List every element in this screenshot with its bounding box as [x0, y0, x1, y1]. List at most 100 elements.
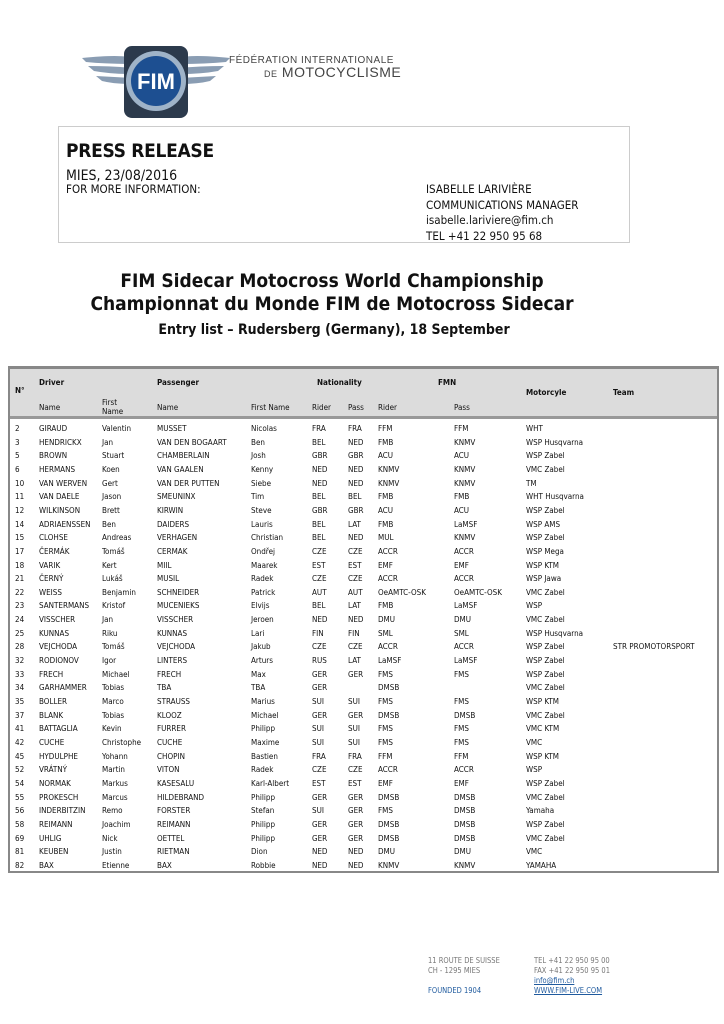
- cell-rider-fmn: ACCR: [378, 642, 398, 652]
- cell-driver-first-name: Igor: [102, 656, 117, 666]
- cell-passenger-nationality: SUI: [348, 697, 360, 706]
- cell-driver-name: REIMANN: [39, 819, 73, 829]
- table-row: 55 PROKESCH Marcus HILDEBRAND Philipp GER GER D…: [10, 791, 717, 805]
- cell-passenger-name: BAX: [157, 860, 172, 870]
- cell-rider-fmn: MUL: [378, 533, 394, 543]
- cell-motorcycle: VMC Zabel: [526, 615, 565, 625]
- cell-driver-name: BLANK: [39, 710, 64, 720]
- col-pass-name: Name: [157, 403, 179, 412]
- cell-passenger-nationality: NED: [348, 464, 364, 474]
- cell-rider-nationality: NED: [312, 464, 328, 474]
- cell-rider-nationality: SUI: [312, 737, 324, 747]
- cell-passenger-first-name: Dion: [251, 847, 268, 857]
- col-nat-pass: Pass: [348, 403, 364, 412]
- cell-passenger-first-name: Josh: [251, 451, 266, 461]
- cell-driver-first-name: Stuart: [102, 451, 125, 461]
- table-row: 42 CUCHE Christophe CUCHE Maxime SUI SUI FMS FMS…: [10, 736, 717, 750]
- cell-motorcycle: WSP Zabel: [526, 819, 565, 829]
- cell-passenger-name: HILDEBRAND: [157, 792, 205, 802]
- cell-driver-first-name: Yohann: [102, 751, 128, 761]
- cell-passenger-name: SMEUNINX: [157, 492, 196, 502]
- cell-passenger-nationality: GER: [348, 819, 364, 829]
- cell-passenger-name: FORSTER: [157, 806, 191, 816]
- cell-driver-first-name: Riku: [102, 628, 118, 638]
- cell-number: 22: [15, 587, 25, 597]
- cell-motorcycle: WSP: [526, 765, 543, 775]
- cell-driver-name: CUCHE: [39, 737, 65, 747]
- cell-motorcycle: WSP AMS: [526, 519, 561, 529]
- contact-email[interactable]: isabelle.lariviere@fim.ch: [426, 213, 554, 227]
- cell-driver-name: NORMAK: [39, 778, 71, 788]
- cell-passenger-nationality: NED: [348, 615, 364, 625]
- cell-driver-first-name: Joachim: [102, 819, 131, 829]
- cell-rider-nationality: BEL: [312, 519, 326, 529]
- cell-number: 14: [15, 519, 25, 529]
- cell-passenger-nationality: GBR: [348, 451, 364, 461]
- cell-motorcycle: VMC: [526, 737, 543, 747]
- cell-passenger-nationality: EST: [348, 778, 362, 788]
- cell-passenger-fmn: ACCR: [454, 574, 474, 584]
- cell-rider-fmn: ACCR: [378, 574, 398, 584]
- cell-passenger-nationality: LAT: [348, 519, 361, 529]
- more-info-label: FOR MORE INFORMATION:: [66, 182, 201, 196]
- cell-passenger-nationality: NED: [348, 860, 364, 870]
- cell-rider-nationality: GER: [312, 669, 328, 679]
- table-row: 14 ADRIAENSSEN Ben DAIDERS Lauris BEL LAT FMB La…: [10, 518, 717, 532]
- title-fr: Championnat du Monde FIM de Motocross Si…: [90, 293, 574, 315]
- cell-rider-nationality: EST: [312, 560, 326, 570]
- cell-passenger-name: VITON: [157, 765, 180, 775]
- cell-passenger-fmn: FMS: [454, 724, 469, 734]
- cell-passenger-first-name: Nicolas: [251, 424, 277, 433]
- cell-passenger-nationality: CZE: [348, 546, 363, 556]
- cell-driver-first-name: Kristof: [102, 601, 126, 611]
- cell-number: 23: [15, 601, 25, 611]
- table-row: 52 VRÁTNÝ Martin VITON Radek CZE CZE ACCR ACCR WS…: [10, 763, 717, 777]
- cell-driver-first-name: Tomáš: [102, 642, 125, 652]
- cell-driver-first-name: Michael: [102, 669, 130, 679]
- cell-rider-nationality: BEL: [312, 492, 326, 502]
- cell-rider-nationality: GBR: [312, 451, 328, 461]
- cell-rider-fmn: ACCR: [378, 546, 398, 556]
- cell-driver-name: WEISS: [39, 587, 62, 597]
- cell-rider-fmn: DMSB: [378, 792, 400, 802]
- cell-passenger-name: FURRER: [157, 724, 186, 734]
- cell-passenger-fmn: OeAMTC-OSK: [454, 587, 502, 597]
- cell-passenger-nationality: GER: [348, 806, 364, 816]
- table-row: 33 FRECH Michael FRECH Max GER GER FMS FMS WSP Za…: [10, 668, 717, 682]
- cell-motorcycle: WSP Zabel: [526, 505, 565, 515]
- cell-passenger-first-name: Siebe: [251, 478, 271, 488]
- cell-motorcycle: VMC Zabel: [526, 464, 565, 474]
- contact-tel: TEL +41 22 950 95 68: [426, 228, 543, 243]
- cell-driver-first-name: Nick: [102, 833, 118, 843]
- cell-passenger-fmn: KNMV: [454, 464, 476, 474]
- cell-passenger-first-name: Karl-Albert: [251, 778, 290, 788]
- cell-driver-name: PROKESCH: [39, 792, 79, 802]
- col-passenger: Passenger: [157, 378, 200, 387]
- cell-passenger-first-name: Maarek: [251, 560, 278, 570]
- cell-rider-fmn: KNMV: [378, 464, 400, 474]
- cell-passenger-fmn: SML: [454, 628, 469, 638]
- contact-role: COMMUNICATIONS MANAGER: [426, 197, 579, 212]
- cell-passenger-nationality: FRA: [348, 751, 362, 761]
- table-row: 37 BLANK Tobias KLOOZ Michael GER GER DMSB DMSB V…: [10, 709, 717, 723]
- cell-passenger-fmn: LaMSF: [454, 601, 478, 611]
- cell-passenger-first-name: Radek: [251, 765, 274, 775]
- logo-text: FIM: [137, 69, 175, 94]
- cell-driver-name: GARHAMMER: [39, 683, 87, 693]
- footer-web-link[interactable]: WWW.FIM-LIVE.COM: [534, 986, 603, 995]
- cell-driver-name: HERMANS: [39, 464, 76, 474]
- cell-passenger-name: LINTERS: [157, 656, 188, 666]
- cell-driver-name: SANTERMANS: [39, 601, 90, 611]
- cell-team: STR PROMOTORSPORT: [613, 642, 695, 652]
- cell-passenger-fmn: ACCR: [454, 642, 474, 652]
- cell-driver-name: KUNNAS: [39, 628, 70, 638]
- cell-passenger-nationality: SUI: [348, 724, 360, 734]
- cell-rider-fmn: DMSB: [378, 833, 400, 843]
- footer-email-link[interactable]: info@fim.ch: [534, 976, 575, 985]
- table-row: 45 HYDULPHE Yohann CHOPIN Bastien FRA FRA FFM FF…: [10, 750, 717, 764]
- cell-rider-fmn: FMS: [378, 669, 393, 679]
- cell-passenger-nationality: CZE: [348, 574, 363, 584]
- cell-passenger-first-name: Philipp: [251, 724, 276, 734]
- cell-number: 34: [15, 683, 25, 693]
- cell-motorcycle: WSP Husqvarna: [526, 437, 584, 447]
